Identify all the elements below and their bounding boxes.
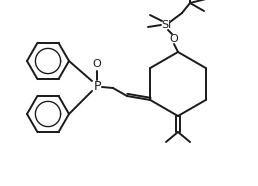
Text: O: O	[93, 59, 101, 69]
Text: P: P	[93, 79, 101, 92]
Text: Si: Si	[161, 20, 171, 30]
Text: O: O	[170, 34, 178, 44]
